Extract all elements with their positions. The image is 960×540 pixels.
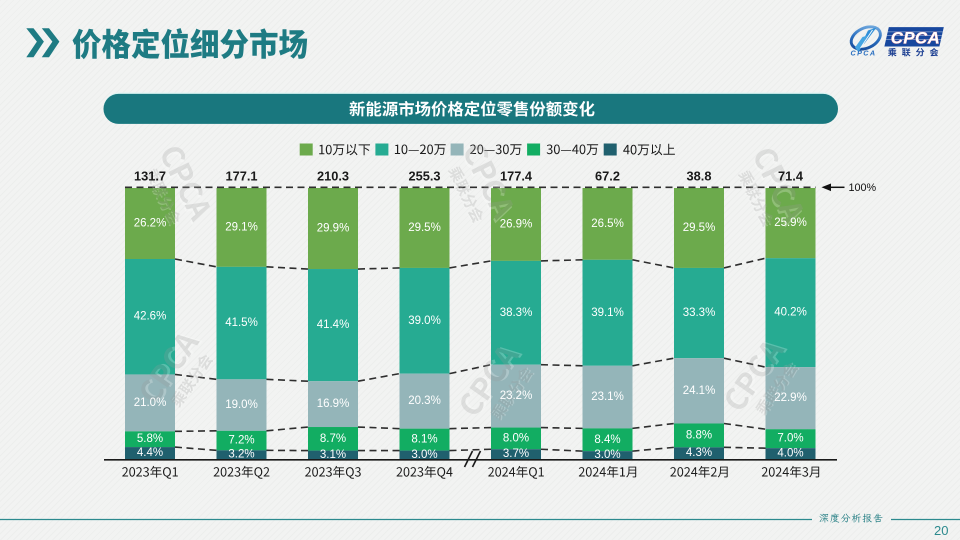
svg-text:8.4%: 8.4% xyxy=(594,434,620,446)
svg-text:100%: 100% xyxy=(849,182,877,194)
svg-text:3.0%: 3.0% xyxy=(594,449,620,461)
svg-text:33.3%: 33.3% xyxy=(683,307,716,319)
svg-text:41.5%: 41.5% xyxy=(225,317,258,329)
svg-text:21.0%: 21.0% xyxy=(134,397,167,409)
svg-text:7.0%: 7.0% xyxy=(777,433,803,445)
svg-text:20: 20 xyxy=(934,523,948,538)
svg-text:255.3: 255.3 xyxy=(408,169,440,184)
svg-text:39.0%: 39.0% xyxy=(408,315,441,327)
svg-text:20.3%: 20.3% xyxy=(408,395,441,407)
svg-text:3.7%: 3.7% xyxy=(503,448,529,460)
svg-text:41.4%: 41.4% xyxy=(317,319,350,331)
svg-text:177.1: 177.1 xyxy=(225,169,257,184)
svg-text:19.0%: 19.0% xyxy=(225,399,258,411)
svg-text:23.2%: 23.2% xyxy=(500,390,533,402)
svg-text:22.9%: 22.9% xyxy=(774,392,807,404)
svg-text:71.4: 71.4 xyxy=(778,169,804,184)
svg-text:29.9%: 29.9% xyxy=(317,223,350,235)
svg-text:38.8: 38.8 xyxy=(687,169,712,184)
svg-text:177.4: 177.4 xyxy=(500,169,533,184)
svg-text:25.9%: 25.9% xyxy=(774,217,807,229)
svg-text:131.7: 131.7 xyxy=(134,169,166,184)
svg-text:8.8%: 8.8% xyxy=(686,429,712,441)
svg-text:26.2%: 26.2% xyxy=(134,218,167,230)
svg-text:CPCA: CPCA xyxy=(891,29,941,48)
svg-text:29.5%: 29.5% xyxy=(683,222,716,234)
svg-text:3.2%: 3.2% xyxy=(228,449,254,461)
svg-text:40.2%: 40.2% xyxy=(774,307,807,319)
svg-text:5.8%: 5.8% xyxy=(137,433,163,445)
svg-text:4.4%: 4.4% xyxy=(137,447,163,459)
svg-text:24.1%: 24.1% xyxy=(683,385,716,397)
svg-text:23.1%: 23.1% xyxy=(591,391,624,403)
svg-text:8.1%: 8.1% xyxy=(411,434,437,446)
svg-text:26.5%: 26.5% xyxy=(591,218,624,230)
svg-text:67.2: 67.2 xyxy=(595,169,620,184)
svg-text:42.6%: 42.6% xyxy=(134,311,167,323)
svg-text:8.0%: 8.0% xyxy=(503,432,529,444)
svg-text:26.9%: 26.9% xyxy=(500,218,533,230)
svg-text:39.1%: 39.1% xyxy=(591,307,624,319)
svg-text:3.1%: 3.1% xyxy=(320,449,346,461)
svg-text:29.1%: 29.1% xyxy=(225,221,258,233)
svg-text:16.9%: 16.9% xyxy=(317,398,350,410)
svg-text:4.3%: 4.3% xyxy=(686,447,712,459)
svg-text:8.7%: 8.7% xyxy=(320,433,346,445)
svg-text:CPCA: CPCA xyxy=(851,49,877,58)
svg-text:3.0%: 3.0% xyxy=(411,449,437,461)
svg-text:38.3%: 38.3% xyxy=(500,307,533,319)
svg-text:7.2%: 7.2% xyxy=(228,435,254,447)
svg-text:210.3: 210.3 xyxy=(317,169,349,184)
svg-text:29.5%: 29.5% xyxy=(408,222,441,234)
svg-text:4.0%: 4.0% xyxy=(777,448,803,460)
